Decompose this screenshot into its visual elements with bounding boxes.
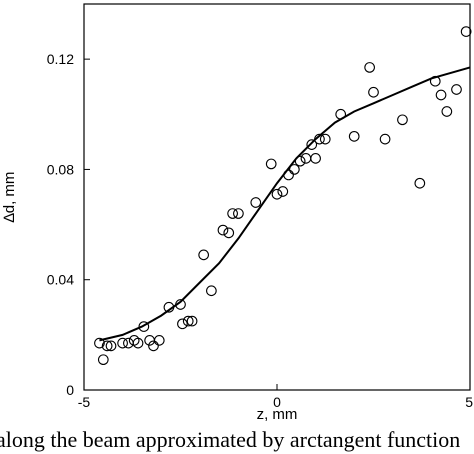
data-point	[368, 86, 379, 98]
data-point	[175, 299, 186, 310]
data-point	[182, 315, 194, 327]
data-point	[101, 340, 113, 352]
data-point	[429, 75, 441, 87]
x-tick-label: 5	[465, 394, 473, 410]
data-point	[94, 337, 105, 349]
data-point	[250, 197, 262, 208]
data-point	[177, 318, 188, 330]
data-point	[97, 354, 109, 366]
data-point	[217, 224, 229, 236]
measured-points-series	[94, 26, 472, 366]
data-point	[294, 155, 306, 167]
data-point	[105, 340, 117, 352]
data-point	[233, 208, 244, 219]
data-point	[283, 169, 294, 181]
data-point	[198, 249, 210, 261]
x-axis-ticks: -5 0 5	[78, 384, 473, 410]
data-point	[163, 301, 175, 313]
y-axis-label: ∆d, mm	[1, 172, 18, 223]
data-point	[148, 340, 159, 352]
y-tick-label: 0	[66, 382, 74, 398]
data-point	[379, 133, 391, 145]
data-point	[227, 208, 238, 219]
x-tick-label: -5	[78, 394, 91, 410]
y-tick-label: 0.08	[47, 161, 74, 177]
y-tick-label: 0.12	[47, 51, 74, 67]
data-point	[123, 337, 134, 349]
figure-caption: along the beam approximated by arctangen…	[0, 427, 461, 452]
data-point	[300, 153, 312, 164]
data-point	[435, 89, 447, 101]
data-point	[335, 108, 347, 120]
data-point	[306, 139, 318, 150]
data-point	[364, 62, 375, 73]
data-point	[348, 130, 360, 142]
data-point	[460, 26, 472, 37]
data-point	[310, 153, 321, 164]
data-point	[314, 133, 325, 145]
data-point	[451, 84, 462, 95]
data-point	[289, 164, 300, 175]
data-point	[132, 337, 144, 349]
data-point	[206, 285, 217, 297]
data-point	[138, 321, 150, 332]
x-axis-label: z, mm	[257, 406, 298, 423]
data-point	[186, 315, 198, 327]
y-tick-label: 0.04	[47, 272, 74, 288]
chart: 00.040.080.12 -5 0 5 z, mm ∆d, mm	[1, 3, 473, 423]
data-point	[319, 133, 331, 145]
data-point	[223, 227, 235, 239]
y-axis-ticks: 0 0.04 0.08 0.12	[47, 51, 90, 398]
fit-curve-line	[99, 66, 471, 342]
plot-area-border	[83, 3, 471, 391]
data-point	[441, 106, 453, 117]
data-point	[414, 177, 426, 189]
data-point	[271, 188, 283, 200]
data-point	[117, 337, 128, 349]
plot-frame	[83, 3, 471, 391]
data-point	[277, 186, 289, 197]
fit-curve-series	[99, 66, 471, 342]
data-point	[153, 335, 165, 346]
data-point	[265, 158, 277, 170]
x-tick-label: 0	[273, 394, 281, 410]
data-point	[397, 114, 408, 126]
